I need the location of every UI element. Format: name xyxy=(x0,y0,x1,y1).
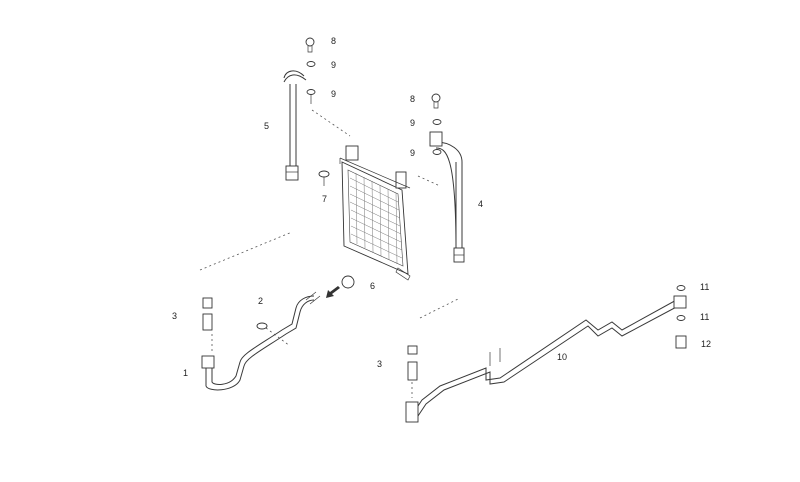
label-11-a: 11 xyxy=(700,282,709,292)
label-9-b: 9 xyxy=(331,89,336,99)
hose-5 xyxy=(283,70,307,181)
hose-4 xyxy=(429,131,465,263)
label-11-b: 11 xyxy=(700,312,709,322)
label-5: 5 xyxy=(264,121,269,131)
label-8-left: 8 xyxy=(331,36,336,46)
label-3-right: 3 xyxy=(377,359,382,369)
part-labels: 1 2 3 3 4 5 6 7 8 8 9 9 9 9 10 11 11 12 xyxy=(172,36,711,378)
pipe-10 xyxy=(405,295,687,423)
label-1: 1 xyxy=(183,368,188,378)
label-6: 6 xyxy=(370,281,375,291)
label-7: 7 xyxy=(322,194,327,204)
label-12: 12 xyxy=(701,339,711,349)
label-10: 10 xyxy=(557,352,567,362)
label-3-left: 3 xyxy=(172,311,177,321)
pipe-1 xyxy=(201,291,321,391)
label-9-d: 9 xyxy=(410,148,415,158)
oil-cooler-core xyxy=(339,145,411,281)
label-4: 4 xyxy=(478,199,483,209)
hardware-parts xyxy=(202,37,687,381)
label-9-a: 9 xyxy=(331,60,336,70)
label-8-right: 8 xyxy=(410,94,415,104)
label-9-c: 9 xyxy=(410,118,415,128)
leader-lines xyxy=(199,109,461,398)
label-2: 2 xyxy=(258,296,263,306)
